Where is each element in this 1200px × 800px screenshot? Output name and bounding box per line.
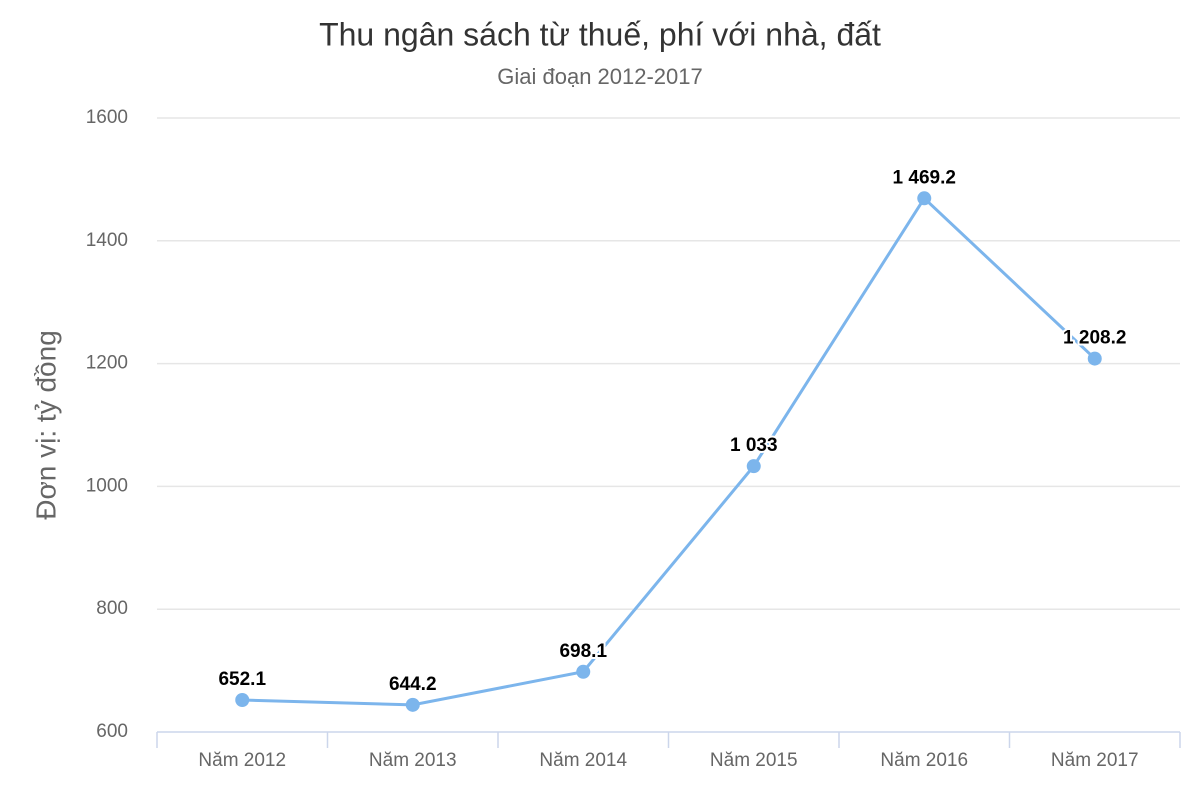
point: [405, 697, 420, 712]
x-tick-label: Năm 2012: [198, 750, 286, 771]
point: [746, 459, 761, 474]
y-axis-label: Đơn vị: tỷ đồng: [30, 330, 61, 520]
data-label: 1 469.2: [893, 167, 956, 188]
data-label: 652.1: [218, 669, 266, 690]
y-tick-label: 1600: [86, 107, 128, 128]
x-tick-label: Năm 2015: [710, 750, 798, 771]
x-tick-label: Năm 2014: [539, 750, 627, 771]
point: [917, 191, 932, 206]
y-tick-label: 600: [96, 721, 128, 742]
line: [242, 195, 1096, 707]
y-tick-label: 1200: [86, 353, 128, 374]
chart-title: Thu ngân sách từ thuế, phí với nhà, đất: [319, 16, 881, 52]
data-label: 1 033: [730, 435, 778, 456]
point: [1087, 351, 1102, 366]
x-tick-label: Năm 2017: [1051, 750, 1139, 771]
data-label: 698.1: [559, 641, 607, 662]
point: [235, 693, 250, 708]
point: [576, 664, 591, 679]
data-label: 644.2: [389, 674, 437, 695]
y-tick-label: 1000: [86, 475, 128, 496]
y-tick-label: 1400: [86, 230, 128, 251]
x-tick-label: Năm 2013: [369, 750, 457, 771]
data-label: 1 208.2: [1063, 328, 1126, 349]
y-tick-label: 800: [96, 598, 128, 619]
chart-subtitle: Giai đoạn 2012-2017: [497, 64, 703, 89]
x-tick-label: Năm 2016: [880, 750, 968, 771]
